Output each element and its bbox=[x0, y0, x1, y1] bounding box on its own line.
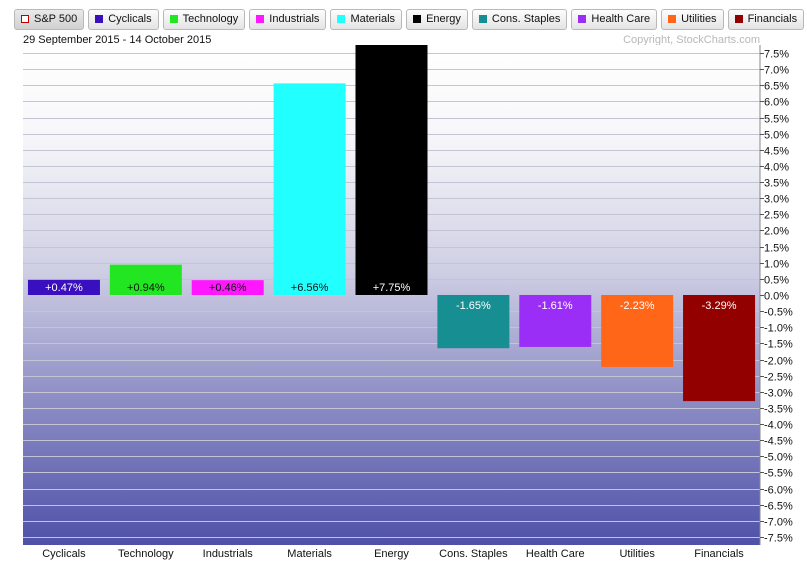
bar-value-label: +0.46% bbox=[209, 282, 247, 294]
y-tick-label: -1.5% bbox=[764, 339, 793, 351]
legend-swatch bbox=[169, 15, 178, 23]
y-tick-label: 7.5% bbox=[764, 49, 789, 61]
legend-button-materials[interactable]: Materials bbox=[330, 8, 403, 30]
bar-value-label: +7.75% bbox=[373, 282, 411, 294]
y-tick-label: -7.0% bbox=[764, 517, 793, 529]
x-axis-label: Materials bbox=[287, 548, 332, 560]
y-tick-label: -0.5% bbox=[764, 307, 793, 319]
y-tick-label: 1.5% bbox=[764, 243, 789, 255]
x-axis-label: Energy bbox=[374, 548, 409, 560]
bar-cons-staples bbox=[437, 295, 510, 349]
y-tick-label: 1.0% bbox=[764, 259, 789, 271]
legend-button-utilities[interactable]: Utilities bbox=[661, 8, 724, 30]
legend-label: S&P 500 bbox=[34, 13, 78, 25]
bar-value-label: +0.94% bbox=[127, 282, 165, 294]
bar-health-care bbox=[519, 295, 592, 347]
legend-label: Technology bbox=[182, 13, 239, 25]
legend-label: Utilities bbox=[681, 13, 717, 25]
x-axis-labels: Cyclicals Technology Industrials Materials E… bbox=[42, 548, 744, 560]
legend-swatch bbox=[734, 15, 743, 23]
y-tick-label: -7.5% bbox=[764, 533, 793, 545]
bar-value-label: +0.47% bbox=[45, 282, 83, 294]
legend-swatch bbox=[478, 15, 487, 23]
y-tick-label: 6.0% bbox=[764, 97, 789, 109]
legend-swatch bbox=[337, 15, 346, 23]
legend-toolbar: S&P 500 Cyclicals Technology Industrials Mat… bbox=[14, 7, 805, 31]
y-tick-label: -4.0% bbox=[764, 420, 793, 432]
y-tick-label: -4.5% bbox=[764, 436, 793, 448]
x-axis-label: Industrials bbox=[203, 548, 254, 560]
bar-value-label: -1.61% bbox=[538, 300, 573, 312]
legend-button-energy[interactable]: Energy bbox=[406, 8, 468, 30]
bar-value-label: -3.29% bbox=[702, 300, 737, 312]
y-tick-label: 2.5% bbox=[764, 210, 789, 222]
y-tick-label: -5.0% bbox=[764, 452, 793, 464]
y-tick-label: 3.0% bbox=[764, 194, 789, 206]
y-tick-label: 5.5% bbox=[764, 114, 789, 126]
bar-energy bbox=[355, 45, 428, 295]
legend-label: Cons. Staples bbox=[491, 13, 561, 25]
legend-label: Energy bbox=[426, 13, 461, 25]
y-tick-label: 2.0% bbox=[764, 226, 789, 238]
legend-label: Industrials bbox=[269, 13, 320, 25]
y-tick-label: 7.0% bbox=[764, 65, 789, 77]
y-tick-label: -2.5% bbox=[764, 372, 793, 384]
bar-value-label: -1.65% bbox=[456, 300, 491, 312]
legend-swatch bbox=[21, 15, 29, 23]
x-axis-label: Health Care bbox=[526, 548, 585, 560]
y-tick-label: -3.5% bbox=[764, 404, 793, 416]
x-axis-label: Technology bbox=[118, 548, 174, 560]
y-tick-label: 3.5% bbox=[764, 178, 789, 190]
copyright-label: Copyright, StockCharts.com bbox=[623, 34, 760, 46]
y-tick-label: -5.5% bbox=[764, 468, 793, 480]
x-axis-label: Financials bbox=[694, 548, 744, 560]
bars bbox=[27, 45, 756, 402]
x-axis-label: Cons. Staples bbox=[439, 548, 508, 560]
bar-value-labels: +0.47% +0.94% +0.46% +6.56% +7.75% -1.65% -1.6… bbox=[45, 282, 737, 312]
legend-button-health-care[interactable]: Health Care bbox=[571, 8, 658, 30]
y-tick-label: 0.5% bbox=[764, 275, 789, 287]
legend-swatch bbox=[256, 15, 265, 23]
legend-swatch bbox=[95, 15, 104, 23]
y-axis-ticks: 7.5% 7.0% 6.5% 6.0% 5.5% 5.0% 4.5% 4.0% 3.5% 3.0%… bbox=[760, 49, 793, 545]
y-tick-label: 4.5% bbox=[764, 146, 789, 158]
y-tick-label: -3.0% bbox=[764, 388, 793, 400]
bar-value-label: -2.23% bbox=[620, 300, 655, 312]
y-tick-label: -2.0% bbox=[764, 356, 793, 368]
y-tick-label: 5.0% bbox=[764, 130, 789, 142]
y-tick-label: 4.0% bbox=[764, 162, 789, 174]
legend-button-cons-staples[interactable]: Cons. Staples bbox=[471, 8, 568, 30]
y-tick-label: -6.5% bbox=[764, 501, 793, 513]
bar-cyclicals bbox=[27, 279, 100, 295]
legend-swatch bbox=[578, 15, 587, 23]
legend-button-s-p-500[interactable]: S&P 500 bbox=[14, 8, 85, 30]
legend-swatch bbox=[668, 15, 677, 23]
bar-value-label: +6.56% bbox=[291, 282, 329, 294]
legend-swatch bbox=[413, 15, 422, 23]
x-axis-label: Cyclicals bbox=[42, 548, 86, 560]
x-axis-label: Utilities bbox=[619, 548, 655, 560]
bar-industrials bbox=[191, 280, 264, 295]
bar-materials bbox=[273, 83, 346, 295]
date-range-label: 29 September 2015 - 14 October 2015 bbox=[23, 34, 212, 46]
legend-button-cyclicals[interactable]: Cyclicals bbox=[88, 8, 159, 30]
legend-button-industrials[interactable]: Industrials bbox=[249, 8, 327, 30]
legend-button-financials[interactable]: Financials bbox=[727, 8, 805, 30]
y-tick-label: -1.0% bbox=[764, 323, 793, 335]
legend-label: Financials bbox=[747, 13, 798, 25]
legend-button-technology[interactable]: Technology bbox=[162, 8, 246, 30]
bar-financials bbox=[683, 295, 756, 402]
y-tick-label: 0.0% bbox=[764, 291, 789, 303]
legend-label: Materials bbox=[350, 13, 396, 25]
y-tick-label: -6.0% bbox=[764, 485, 793, 497]
legend-label: Cyclicals bbox=[108, 13, 152, 25]
bar-utilities bbox=[601, 295, 674, 367]
bar-technology bbox=[109, 264, 182, 295]
y-tick-label: 6.5% bbox=[764, 81, 789, 93]
legend-label: Health Care bbox=[591, 13, 651, 25]
